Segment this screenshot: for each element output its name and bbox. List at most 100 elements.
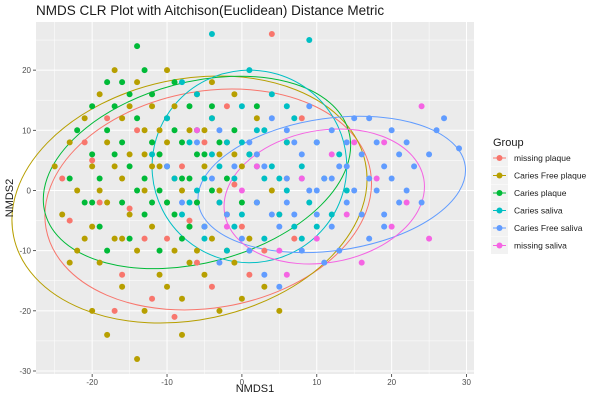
point-caries-plaque (96, 223, 103, 230)
point-caries-free-plaque (119, 283, 126, 290)
point-caries-free-plaque (141, 127, 148, 134)
point-caries-plaque (156, 151, 163, 158)
point-caries-plaque (134, 115, 141, 122)
x-tick-label: -10 (161, 378, 173, 387)
point-caries-saliva (283, 103, 290, 110)
point-caries-free-plaque (231, 151, 238, 158)
point-missing-plaque (81, 139, 88, 146)
point-caries-free-plaque (268, 187, 275, 194)
point-caries-saliva (223, 247, 230, 254)
data-points (51, 31, 463, 362)
point-missing-plaque (231, 181, 238, 188)
legend-label-missing-saliva: missing saliva (514, 241, 567, 251)
point-caries-free-saliva (396, 151, 403, 158)
point-caries-free-plaque (104, 331, 111, 338)
point-caries-plaque (81, 199, 88, 206)
point-missing-saliva (313, 235, 320, 242)
point-caries-free-plaque (164, 283, 171, 290)
point-missing-saliva (193, 127, 200, 134)
point-caries-plaque (156, 247, 163, 254)
point-caries-free-plaque (96, 259, 103, 266)
point-caries-free-saliva (306, 187, 313, 194)
point-missing-plaque (111, 307, 118, 314)
point-caries-plaque (141, 67, 148, 74)
point-caries-free-plaque (201, 271, 208, 278)
point-caries-saliva (313, 223, 320, 230)
point-missing-saliva (328, 151, 335, 158)
point-caries-free-saliva (343, 163, 350, 170)
point-caries-free-plaque (179, 331, 185, 338)
point-caries-plaque (156, 187, 163, 194)
legend-label-caries-free-saliva: Caries Free saliva (514, 223, 583, 233)
point-missing-plaque (186, 217, 193, 224)
point-caries-free-saliva (336, 247, 343, 254)
point-caries-free-saliva (179, 199, 185, 206)
point-caries-saliva (291, 115, 298, 122)
point-caries-free-saliva (388, 175, 395, 182)
point-caries-plaque (186, 223, 193, 230)
point-caries-free-saliva (268, 115, 275, 122)
point-missing-plaque (126, 205, 133, 212)
point-missing-saliva (358, 259, 365, 266)
plot-panel (36, 22, 474, 374)
point-caries-free-saliva (231, 163, 238, 170)
point-caries-free-plaque (201, 127, 208, 134)
point-caries-saliva (283, 187, 290, 194)
point-caries-plaque (134, 187, 141, 194)
point-caries-free-saliva (403, 139, 410, 146)
point-caries-free-saliva (321, 259, 328, 266)
point-caries-saliva (164, 115, 171, 122)
point-caries-free-plaque (164, 67, 171, 74)
point-caries-free-saliva (283, 127, 290, 134)
point-caries-free-saliva (328, 175, 335, 182)
point-missing-plaque (179, 163, 185, 170)
point-caries-plaque (119, 199, 126, 206)
point-caries-free-plaque (186, 259, 193, 266)
legend-label-missing-plaque: missing plaque (514, 153, 571, 163)
point-caries-plaque (89, 151, 96, 158)
point-caries-free-plaque (119, 175, 126, 182)
point-caries-free-saliva (261, 163, 268, 170)
point-caries-free-saliva (321, 175, 328, 182)
ellipse-caries-saliva (151, 69, 348, 264)
point-caries-plaque (149, 91, 156, 98)
point-caries-free-plaque (201, 163, 208, 170)
point-caries-free-saliva (261, 271, 268, 278)
point-caries-saliva (336, 151, 343, 158)
point-caries-saliva (238, 211, 245, 218)
point-missing-saliva (238, 187, 245, 194)
point-caries-free-saliva (216, 259, 223, 266)
point-caries-plaque (149, 139, 156, 146)
point-caries-free-plaque (149, 223, 156, 230)
y-tick-label: -10 (19, 247, 31, 256)
point-caries-free-saliva (246, 247, 253, 254)
point-caries-free-saliva (216, 127, 223, 134)
point-caries-free-plaque (149, 163, 156, 170)
point-caries-free-saliva (328, 223, 335, 230)
y-tick-label: 20 (22, 66, 31, 75)
point-caries-free-saliva (276, 223, 283, 230)
point-caries-free-plaque (261, 283, 268, 290)
point-caries-free-saliva (298, 151, 305, 158)
point-caries-plaque (186, 175, 193, 182)
point-missing-plaque (261, 247, 268, 254)
legend-label-caries-free-plaque: Caries Free plaque (514, 171, 587, 181)
point-missing-saliva (253, 163, 260, 170)
point-caries-saliva (306, 199, 313, 206)
point-caries-free-saliva (373, 187, 380, 194)
point-caries-plaque (104, 247, 111, 254)
point-caries-free-plaque (141, 307, 148, 314)
point-caries-free-plaque (111, 163, 118, 170)
point-caries-free-plaque (231, 259, 238, 266)
point-caries-free-plaque (119, 115, 126, 122)
legend-marker-caries-free-plaque (496, 172, 503, 179)
point-caries-free-plaque (111, 67, 118, 74)
point-missing-plaque (96, 199, 103, 206)
ellipse-missing-plaque (44, 88, 373, 311)
point-caries-free-saliva (403, 187, 410, 194)
point-caries-plaque (201, 151, 208, 158)
point-caries-saliva (268, 163, 275, 170)
point-caries-free-saliva (253, 151, 260, 158)
point-caries-saliva (343, 187, 350, 194)
point-caries-free-saliva (381, 163, 388, 170)
